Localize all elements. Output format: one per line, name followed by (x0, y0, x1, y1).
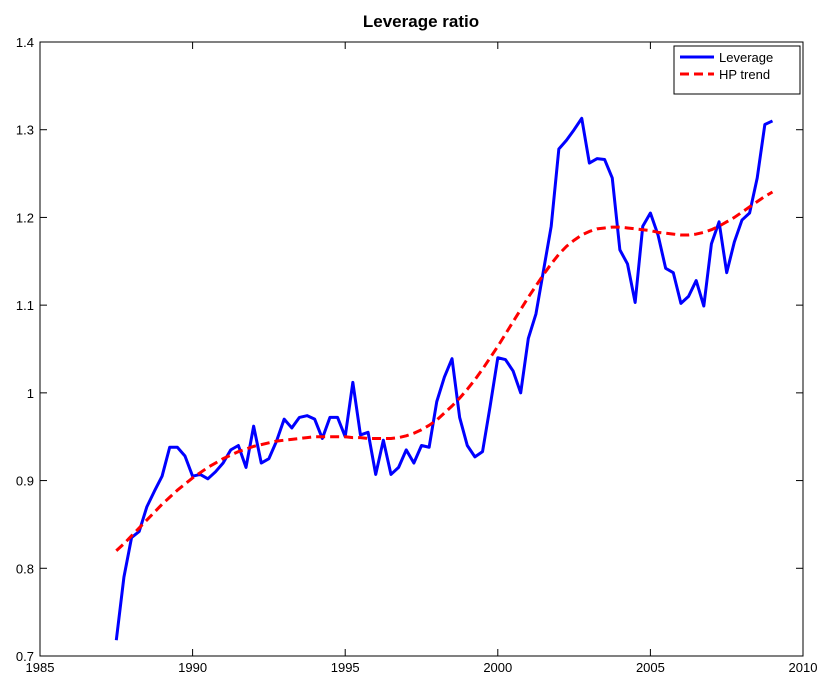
legend: Leverage HP trend (673, 45, 801, 95)
x-tick-label: 2000 (483, 660, 512, 675)
legend-label: HP trend (719, 67, 770, 82)
chart-title: Leverage ratio (363, 12, 479, 31)
plot-frame (39, 41, 804, 657)
data-line (115, 190, 774, 552)
y-tick-label: 1.1 (16, 298, 34, 313)
x-tick-label: 1985 (26, 660, 55, 675)
y-tick-label: 1.2 (16, 210, 34, 225)
legend-label: Leverage (719, 50, 773, 65)
y-tick-label: 1.3 (16, 123, 34, 138)
x-tick-label: 2010 (789, 660, 818, 675)
x-tick-label: 2005 (636, 660, 665, 675)
legend-box (673, 45, 801, 95)
y-tick-label: 1 (27, 386, 34, 401)
y-tick-label: 0.8 (16, 561, 34, 576)
y-tick-label: 0.9 (16, 474, 34, 489)
x-tick-label: 1995 (331, 660, 360, 675)
y-tick-label: 1.4 (16, 35, 34, 50)
y-tick-label: 0.7 (16, 649, 34, 664)
x-tick-label: 1990 (178, 660, 207, 675)
